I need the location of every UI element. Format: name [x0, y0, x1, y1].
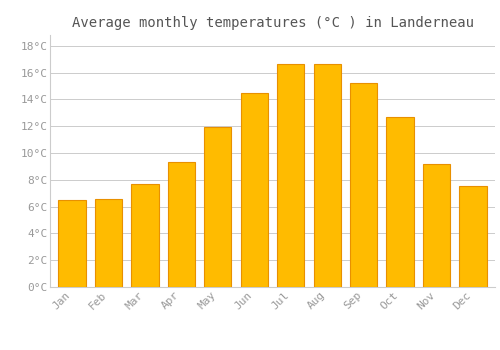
Bar: [168, 162, 195, 287]
Bar: [386, 117, 414, 287]
Bar: [58, 200, 86, 287]
Bar: [204, 127, 232, 287]
Bar: [350, 83, 378, 287]
Bar: [240, 93, 268, 287]
Bar: [460, 187, 487, 287]
Title: Average monthly temperatures (°C ) in Landerneau: Average monthly temperatures (°C ) in La…: [72, 16, 473, 30]
Bar: [314, 64, 341, 287]
Bar: [423, 164, 450, 287]
Bar: [131, 184, 158, 287]
Bar: [277, 64, 304, 287]
Bar: [94, 198, 122, 287]
